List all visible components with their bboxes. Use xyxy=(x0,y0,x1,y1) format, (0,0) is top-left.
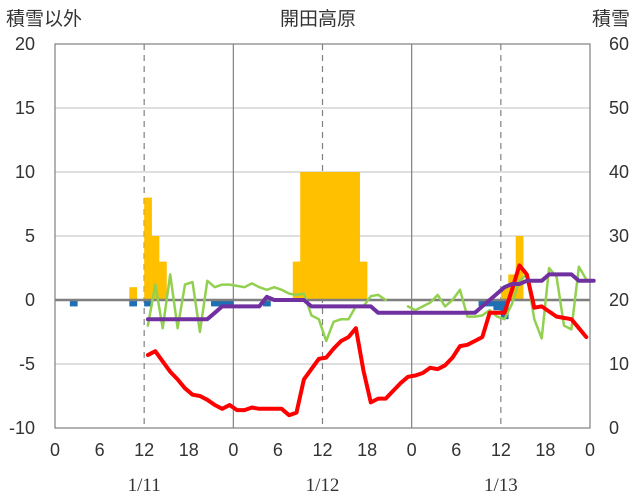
right-tick-label: 60 xyxy=(609,34,629,54)
hour-tick-label: 12 xyxy=(491,440,511,460)
left-tick-label: 10 xyxy=(15,162,35,182)
bar xyxy=(344,172,353,300)
date-label: 1/12 xyxy=(306,475,340,496)
bar xyxy=(300,172,308,300)
bar xyxy=(315,172,323,300)
bar xyxy=(129,287,138,300)
bar xyxy=(211,300,219,307)
bar xyxy=(159,261,167,300)
bar xyxy=(493,300,502,311)
bar xyxy=(69,300,78,307)
bar xyxy=(352,172,360,300)
bar xyxy=(307,172,316,300)
hour-tick-label: 0 xyxy=(50,440,60,460)
hour-tick-label: 0 xyxy=(228,440,238,460)
left-axis-label: 積雪以外 xyxy=(6,8,82,30)
hour-tick-label: 6 xyxy=(451,440,461,460)
date-label: 1/13 xyxy=(484,475,518,496)
hour-tick-label: 12 xyxy=(312,440,332,460)
right-tick-label: 20 xyxy=(609,290,629,310)
hour-tick-label: 6 xyxy=(273,440,283,460)
hour-tick-label: 18 xyxy=(535,440,555,460)
left-tick-label: -5 xyxy=(19,354,35,374)
bar xyxy=(218,300,227,307)
left-tick-label: 15 xyxy=(15,98,35,118)
right-tick-label: 50 xyxy=(609,98,629,118)
date-label: 1/11 xyxy=(128,475,161,496)
bar xyxy=(329,172,338,300)
right-tick-label: 40 xyxy=(609,162,629,182)
bar xyxy=(151,236,160,300)
bar xyxy=(129,300,138,307)
chart-title: 開田高原 xyxy=(280,8,356,30)
series-line xyxy=(145,272,596,322)
bar xyxy=(485,300,494,307)
bar xyxy=(225,300,234,307)
hour-tick-label: 6 xyxy=(95,440,105,460)
hour-tick-label: 18 xyxy=(179,440,199,460)
bar xyxy=(478,300,487,307)
series-line xyxy=(146,265,588,343)
left-tick-label: 5 xyxy=(25,226,35,246)
right-tick-label: 30 xyxy=(609,226,629,246)
bar xyxy=(322,172,331,300)
right-axis-label: 積雪 xyxy=(592,8,630,30)
bar xyxy=(144,300,152,307)
left-tick-label: 0 xyxy=(25,290,35,310)
right-tick-label: 0 xyxy=(609,418,619,438)
bar xyxy=(337,172,346,300)
bar xyxy=(144,197,152,300)
bar xyxy=(500,287,509,300)
hour-tick-label: 18 xyxy=(357,440,377,460)
bar xyxy=(292,261,301,300)
hour-tick-label: 0 xyxy=(585,440,595,460)
hour-tick-label: 0 xyxy=(407,440,417,460)
left-tick-label: 20 xyxy=(15,34,35,54)
bar xyxy=(263,300,271,307)
left-tick-label: -10 xyxy=(9,418,35,438)
plot-frame xyxy=(54,43,591,429)
series-lines xyxy=(145,263,596,418)
hour-tick-label: 12 xyxy=(134,440,154,460)
right-tick-label: 10 xyxy=(609,354,629,374)
bar xyxy=(359,261,368,300)
